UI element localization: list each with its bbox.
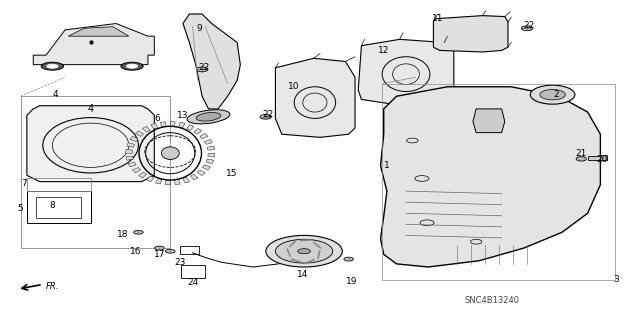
Ellipse shape — [260, 115, 271, 119]
Text: 22: 22 — [524, 21, 534, 30]
Polygon shape — [68, 27, 129, 36]
Polygon shape — [151, 123, 157, 129]
Text: 17: 17 — [154, 250, 165, 259]
Polygon shape — [197, 170, 205, 175]
Polygon shape — [275, 58, 355, 137]
Bar — [180, 247, 199, 254]
Polygon shape — [156, 179, 162, 184]
Polygon shape — [473, 109, 505, 133]
Polygon shape — [33, 24, 154, 65]
Polygon shape — [161, 122, 166, 127]
Text: SNC4B13240: SNC4B13240 — [465, 296, 520, 305]
Text: 10: 10 — [287, 82, 299, 91]
Polygon shape — [381, 87, 600, 267]
Text: 8: 8 — [49, 202, 55, 211]
Polygon shape — [125, 150, 132, 153]
Ellipse shape — [155, 246, 164, 250]
Text: 16: 16 — [129, 247, 141, 256]
Polygon shape — [147, 176, 154, 182]
Polygon shape — [128, 162, 136, 167]
Polygon shape — [130, 136, 138, 142]
Ellipse shape — [41, 62, 63, 70]
Bar — [588, 156, 607, 160]
Bar — [600, 155, 607, 160]
Polygon shape — [132, 167, 141, 173]
Polygon shape — [27, 106, 154, 182]
Polygon shape — [358, 39, 454, 106]
Polygon shape — [204, 139, 212, 144]
Text: 7: 7 — [21, 179, 27, 188]
Text: 4: 4 — [52, 90, 58, 99]
Ellipse shape — [187, 110, 230, 124]
Bar — [36, 197, 81, 218]
Text: 3: 3 — [613, 275, 619, 284]
Text: 1: 1 — [384, 161, 390, 170]
Text: 13: 13 — [177, 111, 189, 120]
Polygon shape — [207, 146, 214, 150]
Ellipse shape — [540, 89, 565, 100]
Text: 19: 19 — [346, 277, 358, 286]
Ellipse shape — [298, 249, 310, 254]
Ellipse shape — [121, 62, 143, 70]
Polygon shape — [175, 179, 180, 185]
Ellipse shape — [196, 67, 208, 72]
Text: 11: 11 — [432, 14, 444, 23]
Text: 23: 23 — [174, 258, 186, 267]
Bar — [27, 178, 91, 191]
Polygon shape — [191, 174, 198, 180]
Text: 12: 12 — [378, 46, 389, 55]
Bar — [27, 191, 91, 223]
Polygon shape — [200, 133, 208, 139]
Ellipse shape — [134, 230, 143, 234]
Polygon shape — [126, 156, 133, 160]
Text: 24: 24 — [187, 278, 198, 287]
Bar — [181, 265, 205, 278]
Text: 21: 21 — [575, 149, 587, 158]
Polygon shape — [136, 131, 143, 137]
Text: 18: 18 — [116, 230, 128, 239]
Polygon shape — [208, 153, 215, 157]
Text: 22: 22 — [262, 110, 273, 119]
Polygon shape — [433, 16, 508, 52]
Text: FR.: FR. — [46, 282, 60, 292]
Polygon shape — [183, 14, 241, 109]
Polygon shape — [202, 165, 211, 170]
Bar — [383, 84, 615, 280]
Polygon shape — [179, 122, 185, 128]
Polygon shape — [143, 126, 150, 132]
Polygon shape — [170, 122, 175, 126]
Ellipse shape — [275, 239, 333, 263]
Text: 2: 2 — [553, 90, 559, 99]
Ellipse shape — [266, 235, 342, 267]
Ellipse shape — [531, 85, 575, 104]
Polygon shape — [127, 143, 134, 147]
Polygon shape — [206, 159, 214, 164]
Text: 14: 14 — [296, 271, 308, 279]
Text: 22: 22 — [198, 63, 210, 72]
Polygon shape — [194, 129, 202, 134]
Polygon shape — [165, 180, 170, 185]
Text: 4: 4 — [88, 104, 93, 114]
Polygon shape — [187, 125, 194, 130]
Ellipse shape — [126, 64, 138, 68]
Ellipse shape — [344, 257, 353, 261]
Text: 20: 20 — [596, 155, 607, 164]
Ellipse shape — [161, 147, 179, 160]
Ellipse shape — [522, 26, 533, 31]
Ellipse shape — [576, 157, 586, 161]
Ellipse shape — [47, 64, 58, 68]
Ellipse shape — [166, 249, 175, 253]
Ellipse shape — [196, 113, 221, 121]
Polygon shape — [183, 177, 189, 183]
Text: 6: 6 — [155, 114, 161, 123]
Polygon shape — [139, 172, 147, 178]
Text: 15: 15 — [227, 169, 238, 178]
Text: 9: 9 — [196, 24, 202, 33]
Bar — [20, 96, 170, 248]
Text: 5: 5 — [18, 204, 24, 213]
